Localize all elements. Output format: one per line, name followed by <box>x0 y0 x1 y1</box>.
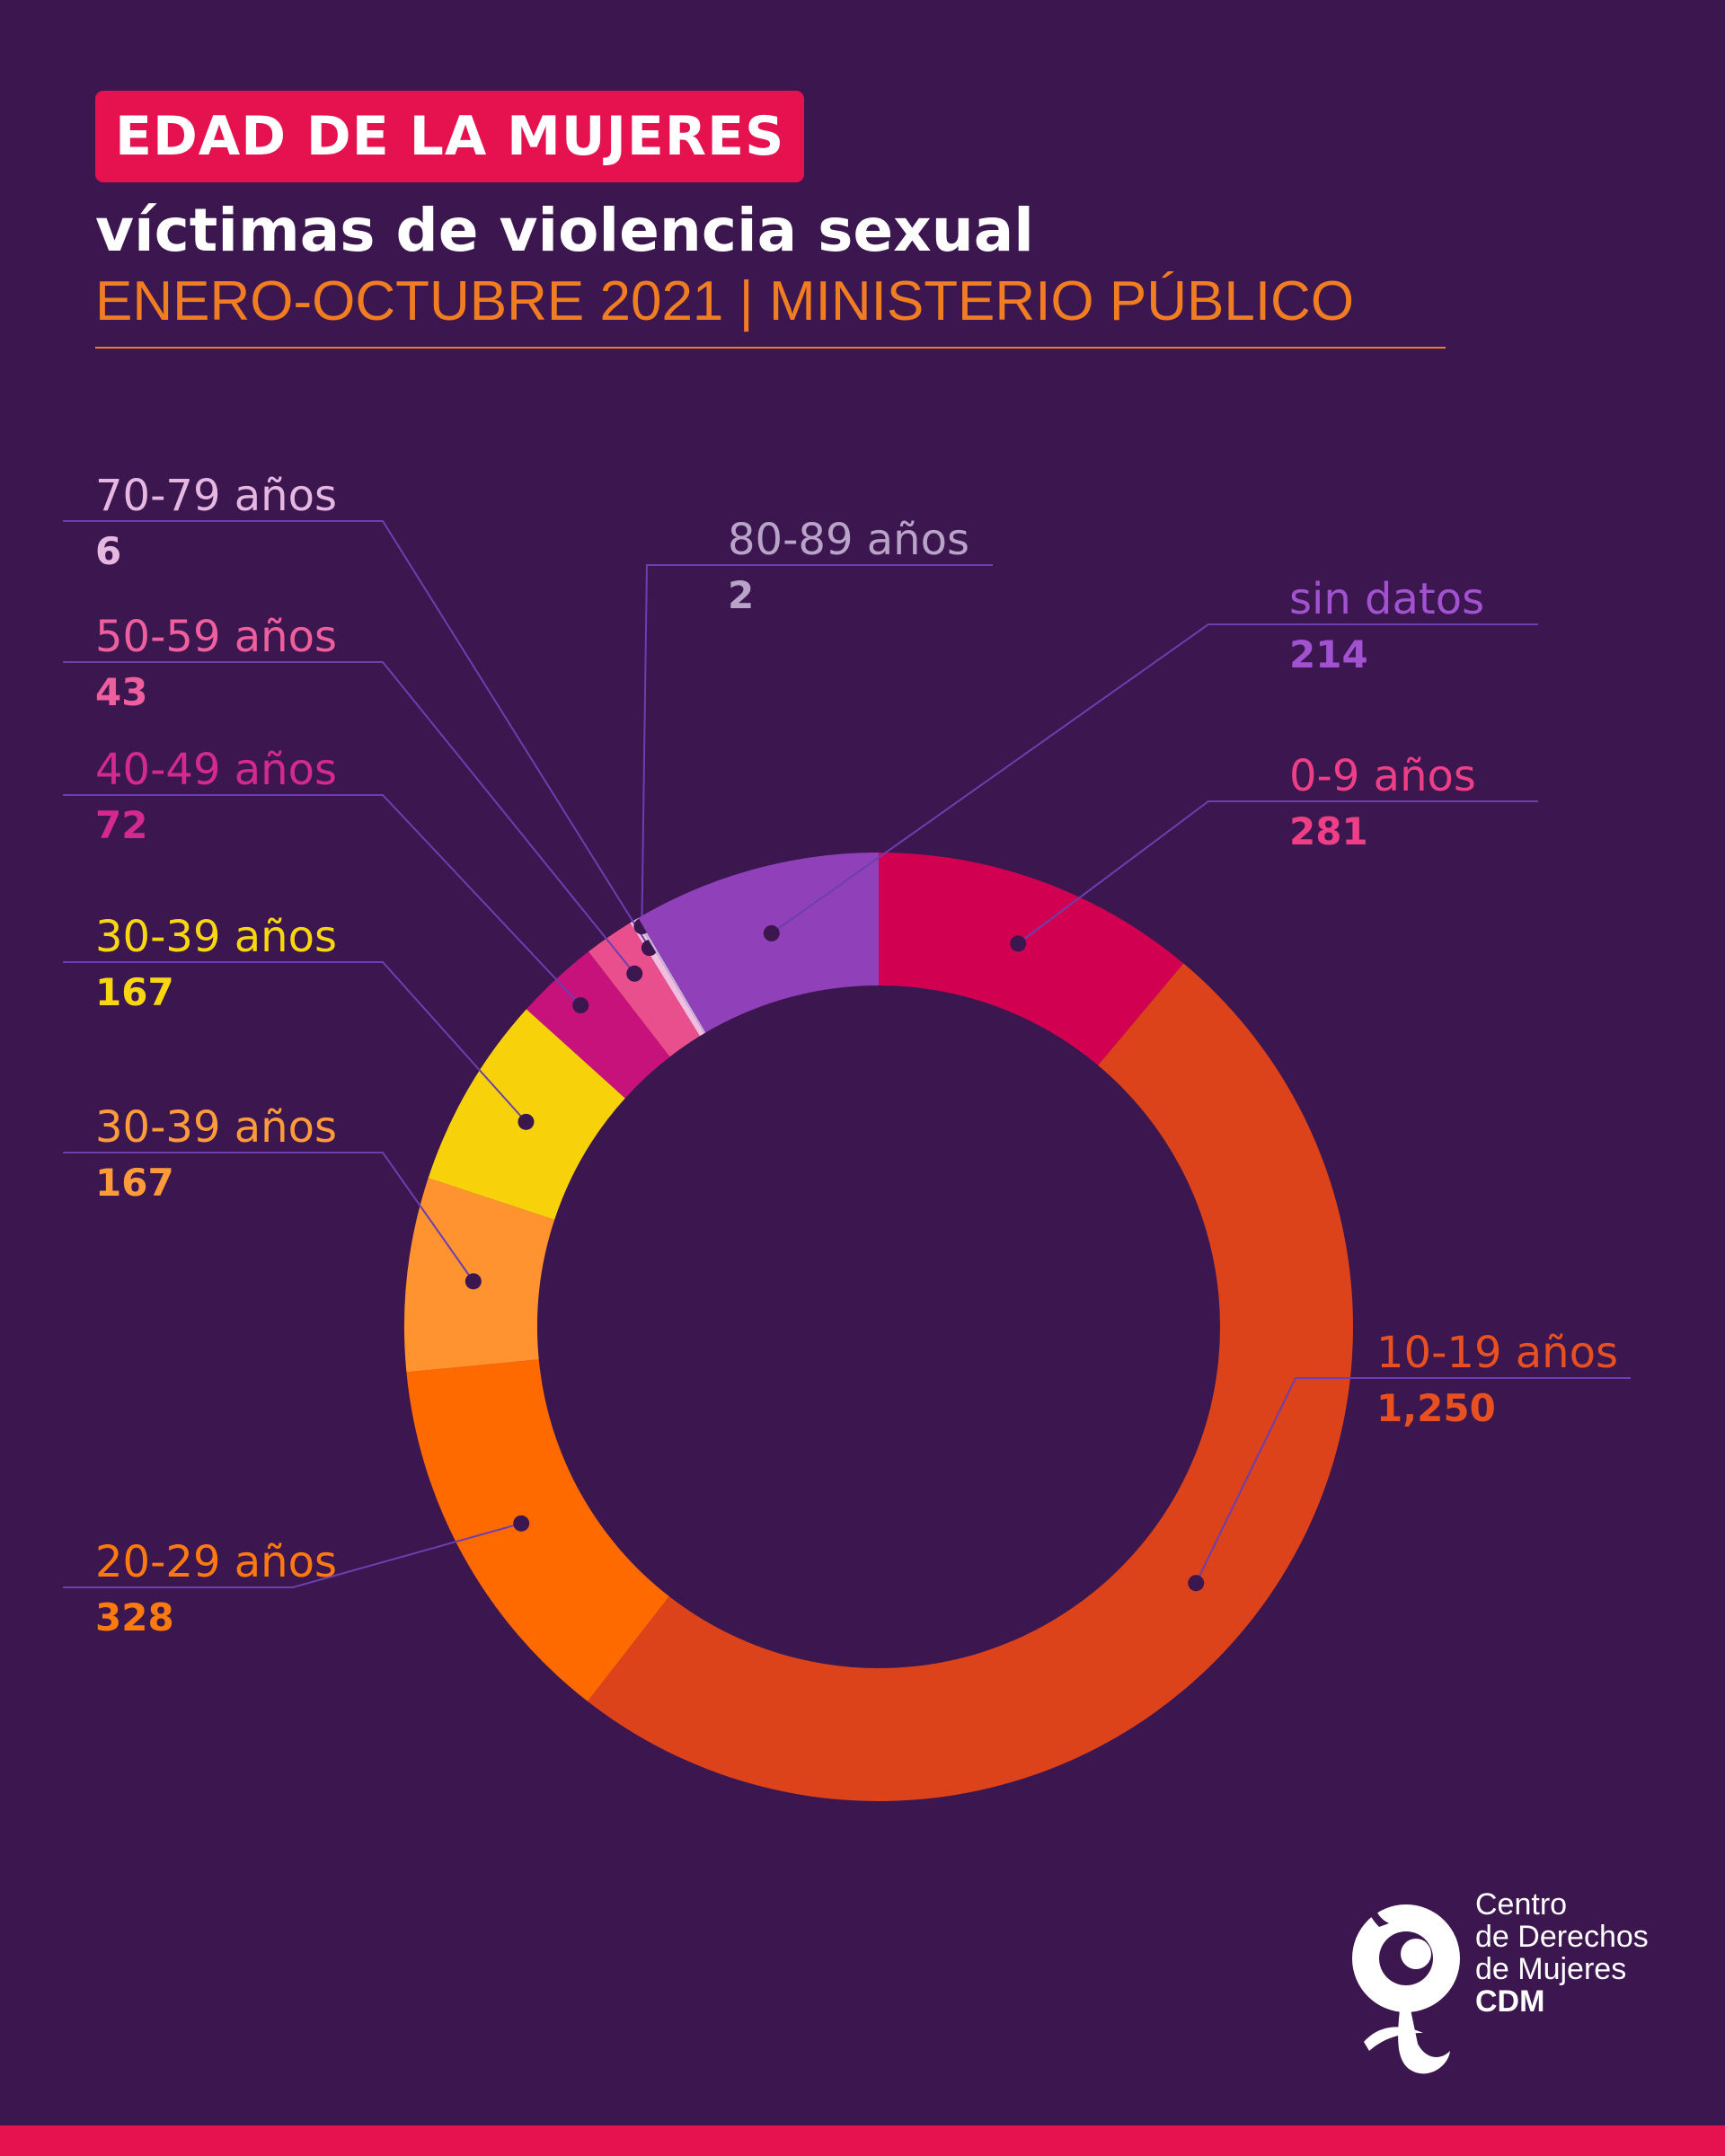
slice-value-1: 1,250 <box>1376 1386 1496 1430</box>
logo-line-3: de Mujeres <box>1475 1952 1627 1986</box>
chart-subtitle: víctimas de violencia sexual <box>95 196 1034 265</box>
leader-line-5 <box>63 794 581 1006</box>
logo-line-1: Centro <box>1475 1887 1568 1922</box>
slice-value-7: 6 <box>95 529 121 573</box>
leader-line-8 <box>641 564 993 927</box>
leader-line-1 <box>1195 1377 1631 1584</box>
slice-label-7: 70-79 años <box>95 471 337 521</box>
slice-8 <box>636 917 706 1034</box>
slice-5 <box>526 951 670 1099</box>
leader-dot-0 <box>1010 935 1027 952</box>
slice-0 <box>879 853 1184 1065</box>
slice-value-0: 281 <box>1289 809 1368 853</box>
slice-9 <box>638 853 879 1033</box>
leader-dot-4 <box>518 1113 535 1130</box>
slice-value-2: 328 <box>95 1595 174 1639</box>
slice-3 <box>404 1178 555 1373</box>
leader-dot-2 <box>513 1515 530 1532</box>
logo-line-4: CDM <box>1475 1984 1545 2019</box>
slice-label-8: 80-89 años <box>728 515 969 565</box>
slice-value-4: 167 <box>95 970 174 1014</box>
slice-label-3: 30-39 años <box>95 1102 337 1153</box>
chart-source: ENERO-OCTUBRE 2021 | MINISTERIO PÚBLICO <box>95 270 1355 332</box>
slice-value-3: 167 <box>95 1161 174 1205</box>
slice-6 <box>588 923 700 1057</box>
chart-title: EDAD DE LA MUJERES <box>115 105 785 168</box>
leader-dot-5 <box>572 997 589 1014</box>
slice-label-9: sin datos <box>1289 574 1484 624</box>
slice-label-2: 20-29 años <box>95 1537 337 1587</box>
leader-line-2 <box>63 1522 522 1588</box>
leader-line-4 <box>63 961 527 1123</box>
leader-line-3 <box>63 1152 474 1282</box>
slice-label-5: 40-49 años <box>95 745 337 795</box>
slice-value-5: 72 <box>95 803 147 847</box>
leader-line-6 <box>63 661 636 975</box>
slice-value-6: 43 <box>95 670 147 714</box>
slice-value-9: 214 <box>1289 632 1368 676</box>
bottom-bar <box>0 2125 1725 2156</box>
leader-line-9 <box>771 623 1538 934</box>
logo-text: Centro de Derechos de Mujeres CDM <box>1475 1888 1649 2018</box>
leader-line-0 <box>1017 800 1538 945</box>
slice-value-8: 2 <box>728 573 754 617</box>
slice-label-4: 30-39 años <box>95 912 337 962</box>
logo-line-2: de Derechos <box>1475 1920 1649 1954</box>
slice-label-6: 50-59 años <box>95 612 337 662</box>
leader-dot-6 <box>626 965 643 982</box>
leader-line-7 <box>63 520 650 949</box>
leader-dot-9 <box>763 924 780 941</box>
slice-1 <box>588 963 1353 1801</box>
title-badge: EDAD DE LA MUJERES <box>95 91 805 182</box>
cdm-logo-icon <box>1352 1892 1460 2074</box>
header-divider <box>95 347 1446 349</box>
slice-label-1: 10-19 años <box>1376 1328 1618 1378</box>
leader-dot-1 <box>1188 1575 1205 1592</box>
leader-dot-3 <box>464 1273 482 1290</box>
slice-2 <box>406 1359 669 1701</box>
slice-label-0: 0-9 años <box>1289 751 1476 801</box>
